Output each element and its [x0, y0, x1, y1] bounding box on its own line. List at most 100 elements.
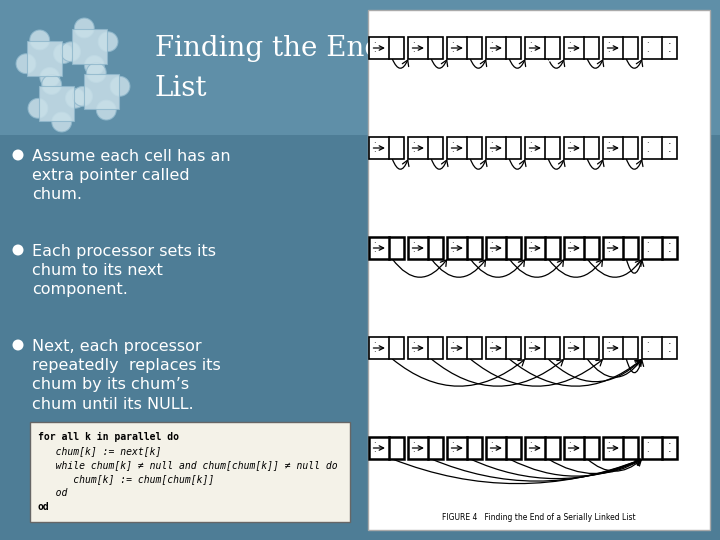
Text: for all k in parallel do: for all k in parallel do — [38, 432, 179, 442]
Circle shape — [96, 100, 116, 120]
Text: ·: · — [451, 438, 454, 448]
Text: ·: · — [647, 438, 649, 448]
FancyArrowPatch shape — [509, 459, 641, 476]
FancyArrowPatch shape — [392, 59, 409, 68]
Bar — [524, 37, 559, 59]
Text: ·: · — [490, 339, 493, 348]
Bar — [485, 337, 521, 359]
Text: chum[k] := next[k]: chum[k] := next[k] — [38, 446, 161, 456]
Bar — [642, 237, 677, 259]
Bar — [564, 237, 598, 259]
Text: ·: · — [647, 148, 649, 157]
Circle shape — [40, 68, 60, 87]
Text: ·: · — [529, 448, 532, 457]
Text: ·: · — [413, 348, 415, 357]
Bar — [485, 37, 521, 59]
Text: ·: · — [374, 39, 376, 48]
Text: ·: · — [374, 448, 376, 457]
FancyArrowPatch shape — [431, 59, 448, 68]
Bar — [564, 37, 598, 59]
Bar — [485, 437, 521, 459]
FancyArrowPatch shape — [626, 259, 644, 273]
Text: ·: · — [647, 49, 649, 57]
Text: Finding the End of a Serially Linked: Finding the End of a Serially Linked — [155, 35, 665, 62]
FancyArrowPatch shape — [431, 458, 641, 481]
Text: ·: · — [490, 448, 493, 457]
Bar — [369, 137, 403, 159]
Bar — [524, 437, 559, 459]
Bar — [564, 137, 598, 159]
FancyArrowPatch shape — [509, 259, 564, 277]
Text: ·: · — [667, 347, 671, 357]
Text: ·: · — [608, 39, 610, 48]
Text: ·: · — [608, 348, 610, 357]
Text: ·: · — [569, 139, 571, 147]
Bar — [446, 337, 482, 359]
FancyArrowPatch shape — [470, 458, 641, 478]
Text: ·: · — [451, 248, 454, 258]
Bar — [564, 337, 598, 359]
Text: ·: · — [647, 348, 649, 357]
FancyArrowPatch shape — [392, 259, 446, 277]
Bar — [603, 437, 637, 459]
Bar — [642, 437, 677, 459]
FancyArrowPatch shape — [588, 359, 642, 377]
Circle shape — [53, 44, 73, 64]
Text: ·: · — [374, 139, 376, 147]
Text: ·: · — [374, 49, 376, 57]
Bar — [446, 137, 482, 159]
Circle shape — [28, 98, 48, 118]
Text: ·: · — [529, 438, 532, 448]
Bar — [642, 37, 677, 59]
Text: ·: · — [667, 439, 671, 449]
Bar — [603, 37, 637, 59]
Circle shape — [84, 56, 104, 76]
Text: ·: · — [569, 148, 571, 157]
Text: ·: · — [413, 139, 415, 147]
Text: ·: · — [608, 139, 610, 147]
Text: ·: · — [667, 247, 671, 257]
Text: ·: · — [608, 148, 610, 157]
Text: ·: · — [413, 49, 415, 57]
Text: ·: · — [490, 248, 493, 258]
Text: ·: · — [374, 438, 376, 448]
FancyArrowPatch shape — [626, 159, 643, 169]
Text: ·: · — [667, 447, 671, 457]
Text: ·: · — [667, 139, 671, 149]
Text: ·: · — [490, 148, 493, 157]
Bar — [485, 237, 521, 259]
Text: ·: · — [451, 49, 454, 57]
Text: ·: · — [569, 248, 571, 258]
Circle shape — [12, 245, 24, 255]
Text: ·: · — [413, 339, 415, 348]
Text: ·: · — [451, 139, 454, 147]
Text: od: od — [38, 502, 50, 512]
Text: ·: · — [647, 239, 649, 248]
FancyArrowPatch shape — [470, 159, 487, 169]
Circle shape — [52, 112, 71, 132]
Text: ·: · — [529, 139, 532, 147]
Text: while chum[k] ≠ null and chum[chum[k]] ≠ null do: while chum[k] ≠ null and chum[chum[k]] ≠… — [38, 460, 338, 470]
Bar — [446, 437, 482, 459]
Text: ·: · — [529, 348, 532, 357]
FancyArrowPatch shape — [392, 458, 641, 484]
FancyArrowPatch shape — [626, 359, 644, 373]
FancyArrowPatch shape — [588, 159, 604, 169]
Bar — [524, 337, 559, 359]
FancyArrowPatch shape — [549, 259, 603, 277]
Circle shape — [73, 86, 92, 106]
Text: ·: · — [569, 239, 571, 248]
Text: ·: · — [647, 248, 649, 258]
Text: ·: · — [490, 49, 493, 57]
Text: ·: · — [529, 248, 532, 258]
Bar — [0, 0, 720, 135]
Text: ·: · — [451, 239, 454, 248]
Text: ·: · — [413, 438, 415, 448]
Text: ·: · — [667, 47, 671, 57]
Text: ·: · — [608, 49, 610, 57]
Text: Each processor sets its
chum to its next
component.: Each processor sets its chum to its next… — [32, 244, 216, 298]
FancyArrowPatch shape — [431, 359, 563, 386]
Text: ·: · — [451, 39, 454, 48]
Text: ·: · — [490, 239, 493, 248]
Bar — [369, 437, 403, 459]
